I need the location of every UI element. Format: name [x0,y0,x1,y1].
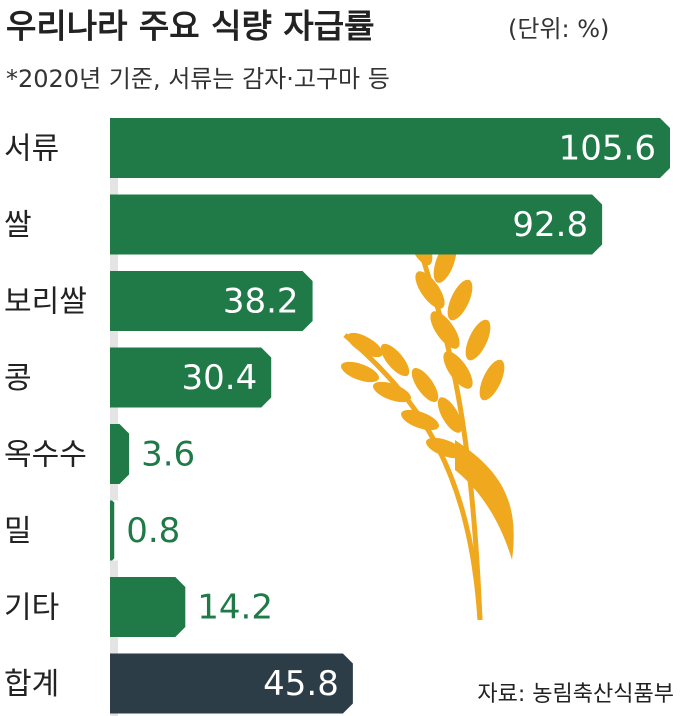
bar-stub [110,713,118,716]
value-label: 105.6 [559,129,656,169]
category-label: 기타 [4,591,59,626]
bar [110,347,272,408]
value-label: 38.2 [223,282,299,322]
unit-label: (단위: %) [508,15,609,43]
bar [110,653,353,714]
value-label: 30.4 [182,358,258,398]
category-label: 쌀 [4,208,32,243]
category-label: 옥수수 [4,438,87,473]
chart-title: 우리나라 주요 식량 자급률 [6,7,374,46]
bar-stub [110,484,118,501]
wheat-illustration [341,214,514,621]
bar-stub [110,637,118,654]
value-label: 14.2 [197,588,273,628]
value-label: 3.6 [141,435,195,475]
category-label: 보리쌀 [4,285,87,320]
bar [110,424,130,484]
value-label: 45.8 [263,664,339,704]
bar [110,118,670,178]
category-label: 콩 [4,361,32,396]
note: *2020년 기준, 서류는 감자·고구마 등 [6,65,390,93]
source: 자료: 농림축산식품부 [477,682,674,707]
bar-stub [110,331,118,348]
bar-stub [110,560,118,577]
value-label: 92.8 [512,205,588,245]
category-label: 서류 [4,132,59,167]
bar-stub [110,254,118,271]
value-label: 0.8 [126,511,180,551]
bar-stub [110,178,118,195]
bar [110,271,313,331]
bar [110,500,115,561]
bar [110,194,603,255]
category-label: 밀 [4,514,32,549]
category-label: 합계 [4,667,59,702]
bar [110,577,186,637]
bar-stub [110,407,118,424]
